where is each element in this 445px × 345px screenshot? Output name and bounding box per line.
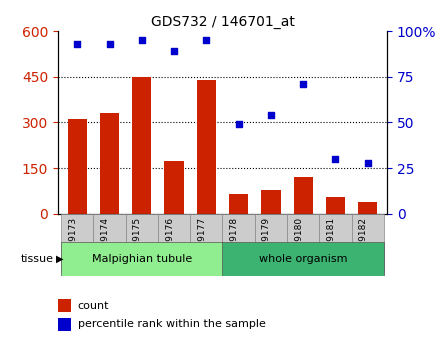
Bar	[261, 189, 281, 214]
Point	[267, 112, 275, 118]
Bar	[358, 202, 377, 214]
Bar	[93, 214, 125, 273]
Bar	[320, 214, 352, 273]
Bar	[326, 197, 345, 214]
Bar	[229, 194, 248, 214]
Text: whole organism: whole organism	[259, 254, 348, 264]
Text: ▶: ▶	[56, 254, 63, 264]
Bar	[58, 299, 71, 312]
Point	[299, 81, 307, 87]
Bar	[222, 241, 384, 276]
Bar	[164, 160, 184, 214]
Bar	[190, 214, 222, 273]
Bar	[287, 214, 320, 273]
Text: percentile rank within the sample: percentile rank within the sample	[77, 319, 266, 329]
Point	[364, 160, 371, 166]
Text: GSM29173: GSM29173	[68, 217, 77, 266]
Point	[170, 48, 178, 54]
Text: GSM29174: GSM29174	[101, 217, 109, 266]
Bar	[255, 214, 287, 273]
Text: GSM29181: GSM29181	[327, 217, 336, 266]
Text: tissue: tissue	[20, 254, 53, 264]
Text: GSM29176: GSM29176	[165, 217, 174, 266]
Text: Malpighian tubule: Malpighian tubule	[92, 254, 192, 264]
Text: GSM29182: GSM29182	[359, 217, 368, 266]
Bar	[61, 214, 93, 273]
Point	[332, 156, 339, 162]
Bar	[352, 214, 384, 273]
Text: GSM29175: GSM29175	[133, 217, 142, 266]
Point	[138, 37, 146, 43]
Bar	[294, 177, 313, 214]
Point	[235, 121, 242, 127]
Bar	[100, 113, 119, 214]
Text: GSM29179: GSM29179	[262, 217, 271, 266]
Bar	[197, 80, 216, 214]
Bar	[222, 214, 255, 273]
Text: GSM29180: GSM29180	[294, 217, 303, 266]
Point	[203, 37, 210, 43]
Bar	[158, 214, 190, 273]
Bar	[61, 241, 222, 276]
Point	[74, 41, 81, 47]
Text: GSM29178: GSM29178	[230, 217, 239, 266]
Text: GSM29177: GSM29177	[198, 217, 206, 266]
Bar	[132, 77, 151, 214]
Bar	[68, 119, 87, 214]
Bar	[125, 214, 158, 273]
Text: count: count	[77, 301, 109, 310]
Point	[106, 41, 113, 47]
Title: GDS732 / 146701_at: GDS732 / 146701_at	[150, 14, 295, 29]
Bar	[58, 318, 71, 331]
